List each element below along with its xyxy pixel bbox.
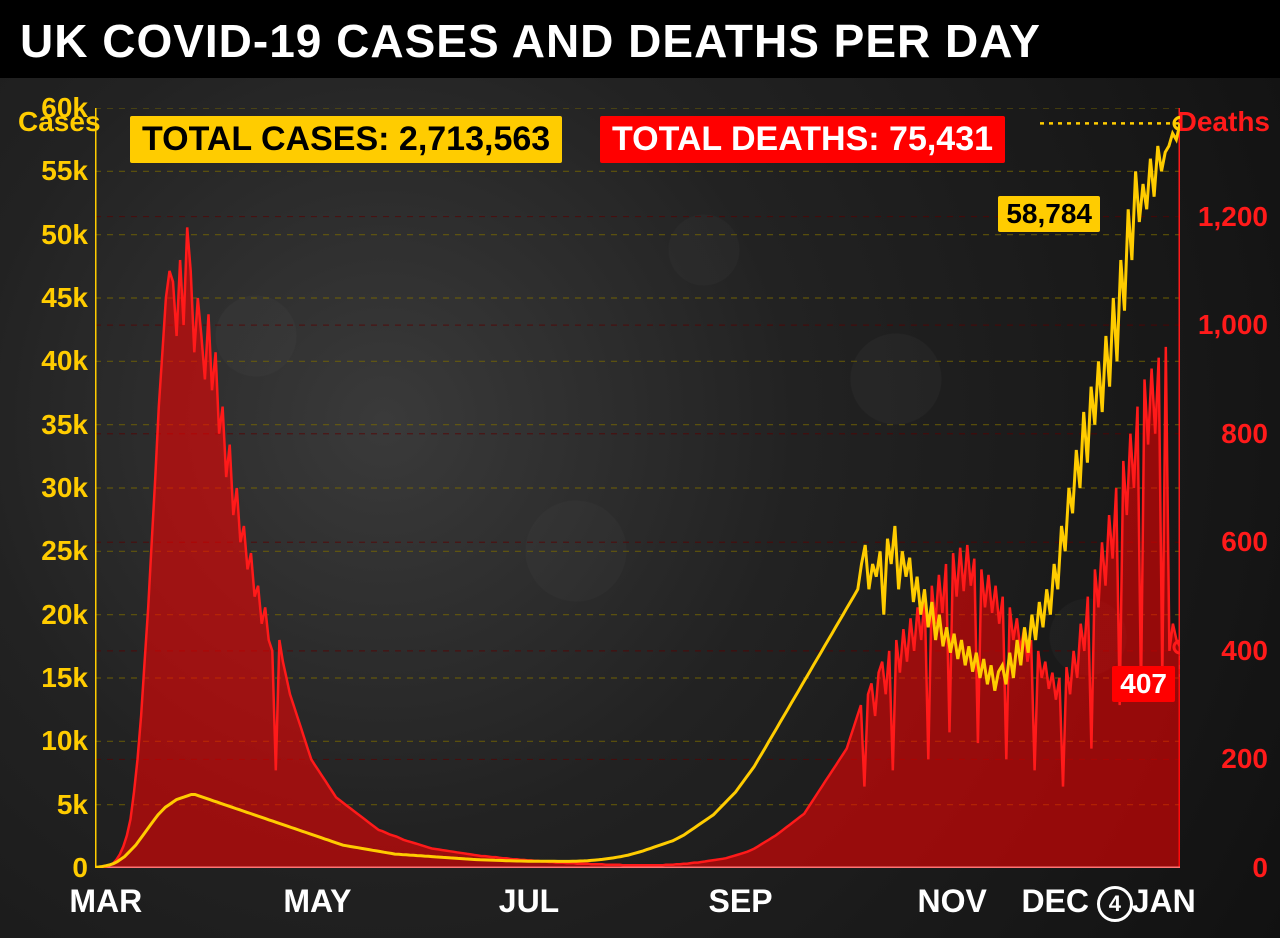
ytick-left: 40k <box>18 345 88 377</box>
ytick-right: 800 <box>1221 418 1268 450</box>
xtick: NOV <box>917 883 986 920</box>
ytick-left: 25k <box>18 535 88 567</box>
date-marker: 4 <box>1097 886 1133 922</box>
chart-title: UK COVID-19 CASES AND DEATHS PER DAY <box>0 0 1280 78</box>
chart-area: Cases Deaths TOTAL CASES: 2,713,563 TOTA… <box>0 78 1280 938</box>
ytick-left: 0 <box>18 852 88 884</box>
xtick: DEC <box>1021 883 1089 920</box>
cases-callout: 58,784 <box>998 196 1100 232</box>
ytick-left: 50k <box>18 219 88 251</box>
ytick-right: 200 <box>1221 743 1268 775</box>
ytick-left: 30k <box>18 472 88 504</box>
ytick-right: 400 <box>1221 635 1268 667</box>
xtick: SEP <box>709 883 773 920</box>
ytick-left: 45k <box>18 282 88 314</box>
total-deaths-badge: TOTAL DEATHS: 75,431 <box>600 116 1005 163</box>
ytick-right: 600 <box>1221 526 1268 558</box>
ytick-left: 55k <box>18 155 88 187</box>
ytick-left: 5k <box>18 789 88 821</box>
ytick-left: 35k <box>18 409 88 441</box>
ytick-right: 1,200 <box>1198 201 1268 233</box>
total-cases-badge: TOTAL CASES: 2,713,563 <box>130 116 562 163</box>
deaths-callout: 407 <box>1112 666 1175 702</box>
ytick-left: 60k <box>18 92 88 124</box>
ytick-right: 1,000 <box>1198 309 1268 341</box>
ytick-right: 0 <box>1252 852 1268 884</box>
xtick: JAN <box>1132 883 1196 920</box>
right-axis-label: Deaths <box>1177 106 1270 138</box>
xtick: MAY <box>283 883 351 920</box>
xtick: JUL <box>499 883 559 920</box>
xtick: MAR <box>69 883 142 920</box>
ytick-left: 20k <box>18 599 88 631</box>
ytick-left: 15k <box>18 662 88 694</box>
ytick-left: 10k <box>18 725 88 757</box>
